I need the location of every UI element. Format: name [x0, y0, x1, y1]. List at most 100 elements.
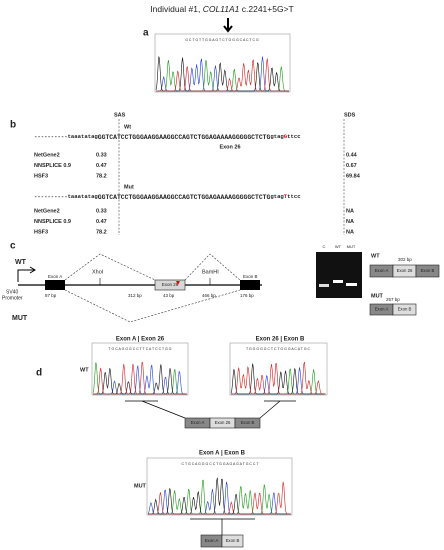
product-size: 257 bp	[386, 297, 400, 302]
junction-lines	[190, 518, 255, 535]
splice-skip	[64, 289, 241, 323]
base-calls: T G C A G G G C C T T C A T C C T G G	[108, 347, 171, 351]
donor-seq: ttcc	[287, 193, 301, 200]
junction-title: Exon A | Exon 26	[116, 337, 165, 343]
exon-a-box	[45, 280, 65, 290]
tool-name: NetGene2	[34, 208, 60, 214]
donor-seq: ttcc	[287, 133, 301, 140]
trace	[230, 363, 326, 395]
sds-label: SDS	[344, 112, 356, 118]
exon-box	[415, 264, 440, 278]
gel	[316, 252, 362, 298]
product-diagram: Exon A Exon 26 Exon B	[184, 417, 261, 429]
variant-base: T	[284, 193, 288, 200]
sas-score: 78.2	[96, 173, 107, 179]
gel-band	[333, 280, 343, 283]
variant-arrow	[223, 18, 233, 33]
size-label: 312 bp	[128, 293, 142, 298]
tool-name: HSF3	[34, 173, 48, 179]
junction-title: Exon A | Exon B	[199, 451, 246, 457]
chromatogram	[147, 477, 291, 515]
product-diagram: Exon A Exon 26 Exon B	[369, 264, 440, 278]
trace	[93, 361, 187, 395]
sas-score: 0.33	[96, 208, 107, 214]
panel-label: c	[10, 241, 16, 252]
trace	[231, 361, 326, 395]
tool-name: NNSPLICE 0.9	[34, 219, 71, 225]
exon-b-box	[240, 280, 260, 290]
trace	[156, 58, 289, 92]
xhoi-label: XhoI	[92, 269, 104, 275]
exon-box	[221, 534, 244, 548]
wt-label: WT	[15, 259, 27, 266]
variant-marker	[176, 281, 180, 285]
product-size: 302 bp	[398, 257, 412, 262]
size-label: 466 bp	[202, 293, 216, 298]
exon-seq: GGTCATCCTGGGAAGGAAGGCCAGTCTGGAGAAAAGGGGG…	[98, 134, 271, 141]
figure-title: Individual #1, COL11A1 c.2241+5G>T	[150, 4, 294, 14]
sas-label: SAS	[114, 112, 126, 118]
size-label: 43 bp	[163, 293, 175, 298]
size-label: 176 bp	[240, 293, 254, 298]
lane-label: WT	[335, 244, 342, 249]
product-diagram: Exon A Exon B	[369, 303, 417, 316]
intron-seq: ----------taaatatag	[34, 133, 98, 140]
exon-box	[234, 417, 261, 429]
sds-score: NA	[346, 208, 354, 214]
tool-name: NNSPLICE 0.9	[34, 163, 71, 169]
title-gene: COL11A1	[203, 4, 240, 14]
exon-b-label: Exon B	[243, 274, 258, 279]
title-prefix: Individual #1,	[150, 4, 202, 14]
chromatogram	[155, 56, 289, 92]
panel-label: d	[36, 368, 42, 379]
base-calls: T G G G G G C T C T G G G A C A T G C	[246, 347, 311, 351]
exon-seq: GGTCATCCTGGGAAGGAAGGCCAGTCTGGAGAAAAGGGGG…	[98, 194, 271, 201]
sds-score: 0.67	[346, 163, 357, 169]
wt-label: Wt	[124, 124, 131, 130]
base-calls: C T G C A G G G C C T G G A G A G A T G …	[182, 462, 260, 466]
exon-label: Exon B	[421, 268, 435, 273]
promoter-label: Promoter	[2, 295, 23, 301]
exon-26-label: Exon 26	[162, 282, 179, 287]
sds-score: 69.84	[346, 173, 361, 179]
sas-score: 78.2	[96, 229, 107, 235]
exon-label: Exon 26	[397, 268, 413, 273]
score-table: NetGene2 0.33 0.44 NNSPLICE 0.9 0.47 0.67 HSF3…	[34, 152, 361, 179]
exon-label: Exon 26	[219, 144, 240, 150]
chromatogram	[230, 361, 326, 395]
exon-label: Exon 26	[215, 420, 231, 425]
exon-label: Exon A	[191, 420, 205, 425]
exon-box	[392, 303, 417, 316]
trace	[93, 364, 187, 395]
mut-product-label: MUT	[371, 293, 384, 299]
exon-a-label: Exon A	[48, 274, 62, 279]
exon-label: Exon A	[375, 307, 389, 312]
junction-title: Exon 26 | Exon B	[256, 337, 305, 343]
sds-score: 0.44	[346, 152, 358, 158]
lane-label: MUT	[347, 244, 356, 249]
exon-label: Exon B	[398, 307, 412, 312]
sds-score: NA	[346, 229, 354, 235]
trace	[155, 56, 289, 92]
score-table: NetGene2 0.33 NA NNSPLICE 0.9 0.47 NA HSF3 78.2…	[34, 208, 354, 235]
wt-label: WT	[80, 367, 89, 373]
mut-sequence: ----------taaatatagGGTCATCCTGGGAAGGAAGGC…	[34, 193, 301, 200]
exon-label: Exon A	[375, 268, 389, 273]
bamhi-label: BamHI	[202, 269, 219, 275]
mut-label: MUT	[134, 483, 147, 489]
exon-26-box	[154, 279, 186, 291]
sas-score: 0.47	[96, 219, 107, 225]
variant-base: G	[284, 133, 288, 140]
lane-label: C	[323, 244, 326, 249]
tool-name: NetGene2	[34, 152, 60, 158]
tool-name: HSF3	[34, 229, 48, 235]
sas-score: 0.33	[96, 152, 107, 158]
intron-seq: ----------taaatatag	[34, 193, 98, 200]
sds-score: NA	[346, 219, 354, 225]
promoter-label: SV40	[6, 289, 18, 295]
gel-band	[346, 283, 357, 286]
title-variant: c.2241+5G>T	[239, 4, 293, 14]
junction-lines	[125, 400, 296, 419]
wt-product-label: WT	[371, 253, 380, 259]
